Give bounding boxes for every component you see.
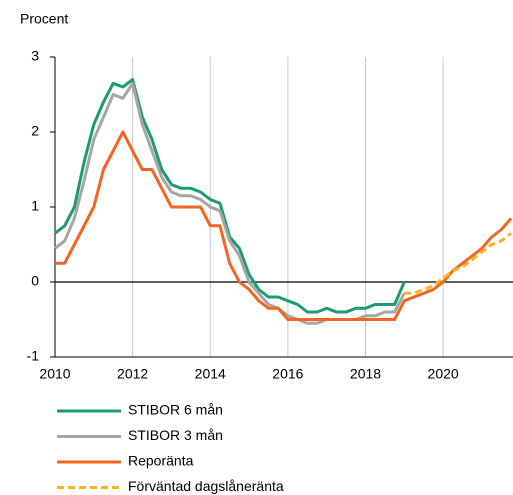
series-line (55, 130, 513, 321)
y-axis-label: Procent (20, 11, 68, 27)
legend-label: STIBOR 6 mån (128, 402, 223, 418)
y-tick-label: -1 (27, 348, 40, 364)
y-tick-label: 3 (31, 48, 39, 64)
x-tick-label: 2014 (195, 366, 226, 382)
series-line (404, 232, 513, 295)
legend-label: Reporänta (128, 453, 194, 469)
x-tick-label: 2016 (272, 366, 303, 382)
series-line (54, 81, 406, 325)
legend-label: Förväntad dagslåneränta (128, 478, 284, 494)
y-tick-label: 0 (31, 273, 39, 289)
y-tick-label: 1 (31, 198, 39, 214)
x-tick-label: 2020 (428, 366, 459, 382)
y-tick-label: 2 (31, 123, 39, 139)
x-tick-label: 2012 (117, 366, 148, 382)
x-tick-label: 2018 (350, 366, 381, 382)
x-tick-label: 2010 (39, 366, 70, 382)
series-line (54, 78, 406, 314)
legend-label: STIBOR 3 mån (128, 427, 223, 443)
